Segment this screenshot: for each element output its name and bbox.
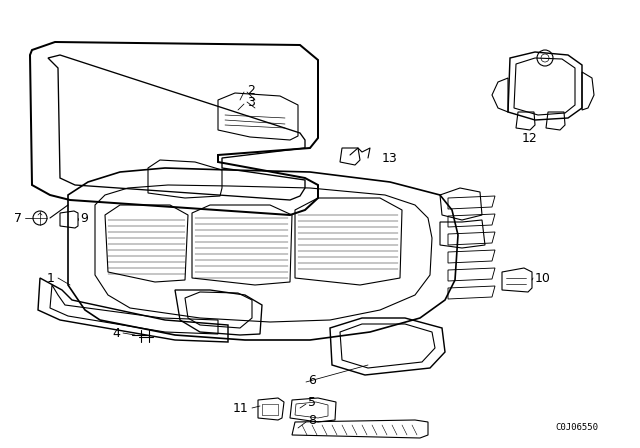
- Text: 10: 10: [535, 271, 551, 284]
- Text: 11: 11: [232, 401, 248, 414]
- Text: 13: 13: [382, 151, 398, 164]
- Text: 8: 8: [308, 414, 316, 426]
- Text: 5: 5: [308, 396, 316, 409]
- Text: 9: 9: [80, 211, 88, 224]
- Text: 4: 4: [112, 327, 120, 340]
- Text: 7: 7: [14, 211, 22, 224]
- Text: 6: 6: [308, 374, 316, 387]
- Text: C0J06550: C0J06550: [555, 423, 598, 432]
- Text: 3: 3: [247, 95, 255, 108]
- Text: 1: 1: [47, 271, 55, 284]
- Text: 12: 12: [522, 132, 538, 145]
- Text: 2: 2: [247, 83, 255, 96]
